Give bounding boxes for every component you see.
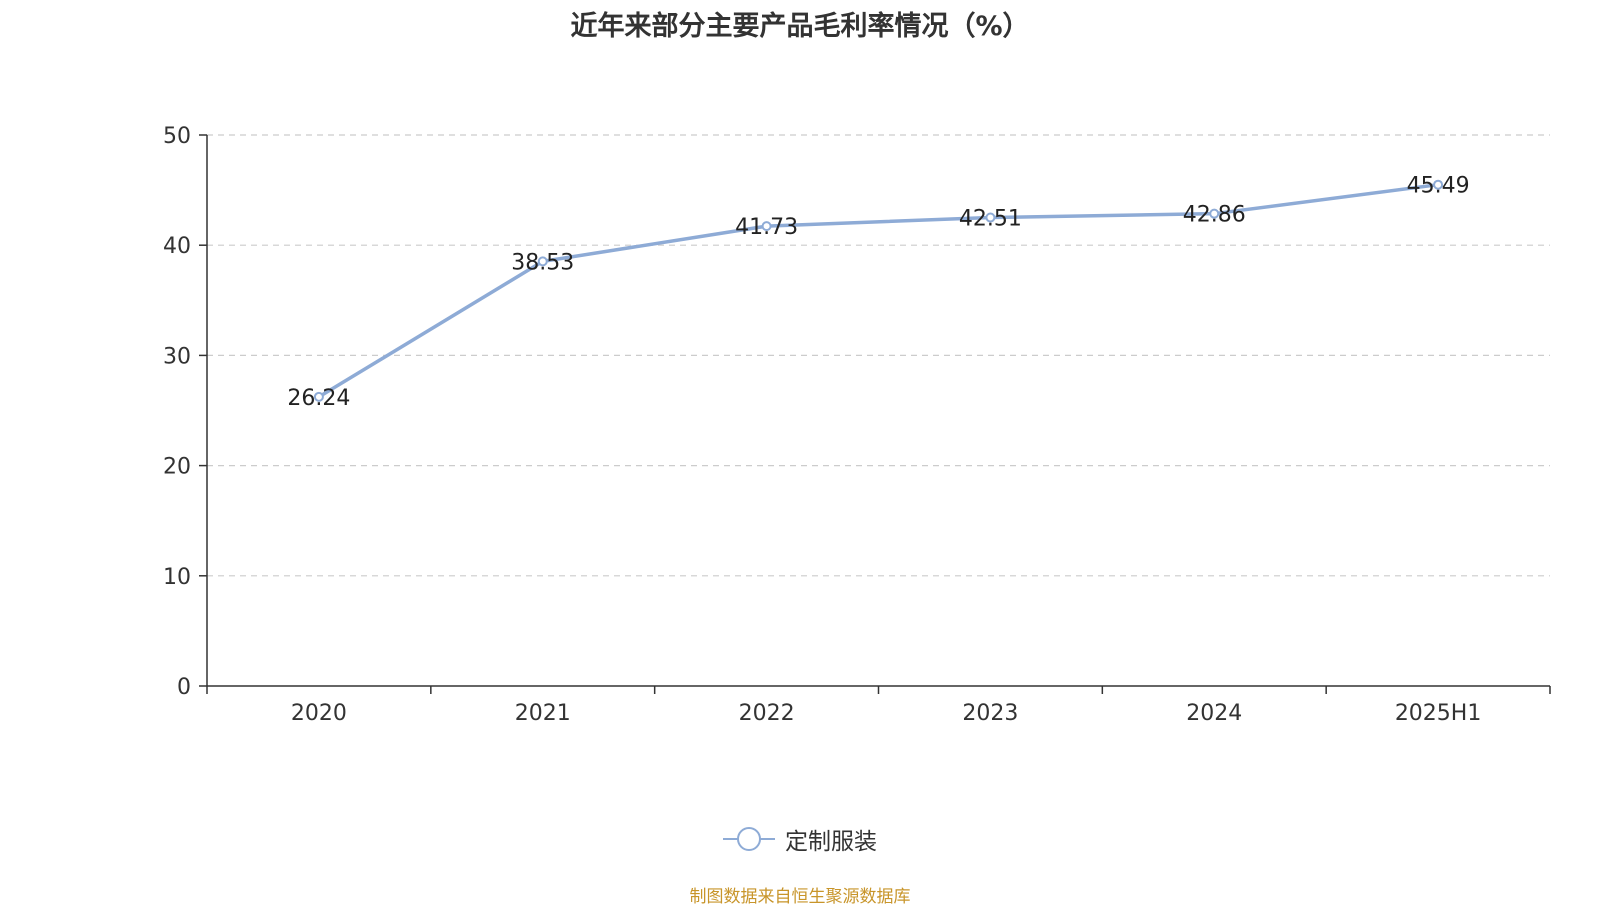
x-tick-label: 2025H1: [1395, 701, 1482, 726]
data-label: 41.73: [735, 215, 798, 240]
data-point: [985, 212, 996, 223]
x-tick-label: 2022: [739, 701, 795, 726]
x-tick-label: 2020: [291, 701, 347, 726]
data-labels: 26.24 38.53 41.73 42.51 42.86 45.49: [287, 174, 1469, 411]
x-tick-label: 2021: [515, 701, 571, 726]
grid-lines: [207, 134, 1550, 577]
y-tick-label: 30: [163, 344, 191, 369]
y-tick-label: 40: [163, 234, 191, 259]
data-label: 42.51: [959, 207, 1022, 232]
data-point: [1209, 208, 1220, 219]
legend-label: 定制服装: [785, 829, 877, 855]
y-tick-label: 50: [163, 124, 191, 149]
y-tick-label: 10: [163, 565, 191, 590]
data-point: [537, 256, 548, 267]
data-label: 45.49: [1407, 174, 1470, 199]
legend-line-circle-icon: [723, 826, 775, 852]
legend[interactable]: 定制服装: [0, 822, 1600, 856]
line-chart: 0 10 20 30 40 50 2020 2021 2022 2023 2024 2025H1 26…: [163, 124, 1551, 726]
data-label: 26.24: [287, 386, 350, 411]
y-tick-label: 0: [177, 675, 191, 700]
axes: 0 10 20 30 40 50 2020 2021 2022 2023 2024 2025H1: [163, 124, 1551, 726]
chart-title: 近年来部分主要产品毛利率情况（%）: [570, 11, 1030, 42]
series-line: [318, 182, 1439, 399]
series-layer: [313, 179, 1444, 402]
x-tick-label: 2023: [962, 701, 1018, 726]
data-label: 42.86: [1183, 203, 1246, 228]
data-point: [313, 391, 324, 402]
data-point: [1433, 179, 1444, 190]
source-note: 制图数据来自恒生聚源数据库: [689, 887, 911, 907]
data-point: [761, 221, 772, 232]
y-tick-label: 20: [163, 455, 191, 480]
x-tick-label: 2024: [1186, 701, 1242, 726]
data-label: 38.53: [511, 250, 574, 275]
